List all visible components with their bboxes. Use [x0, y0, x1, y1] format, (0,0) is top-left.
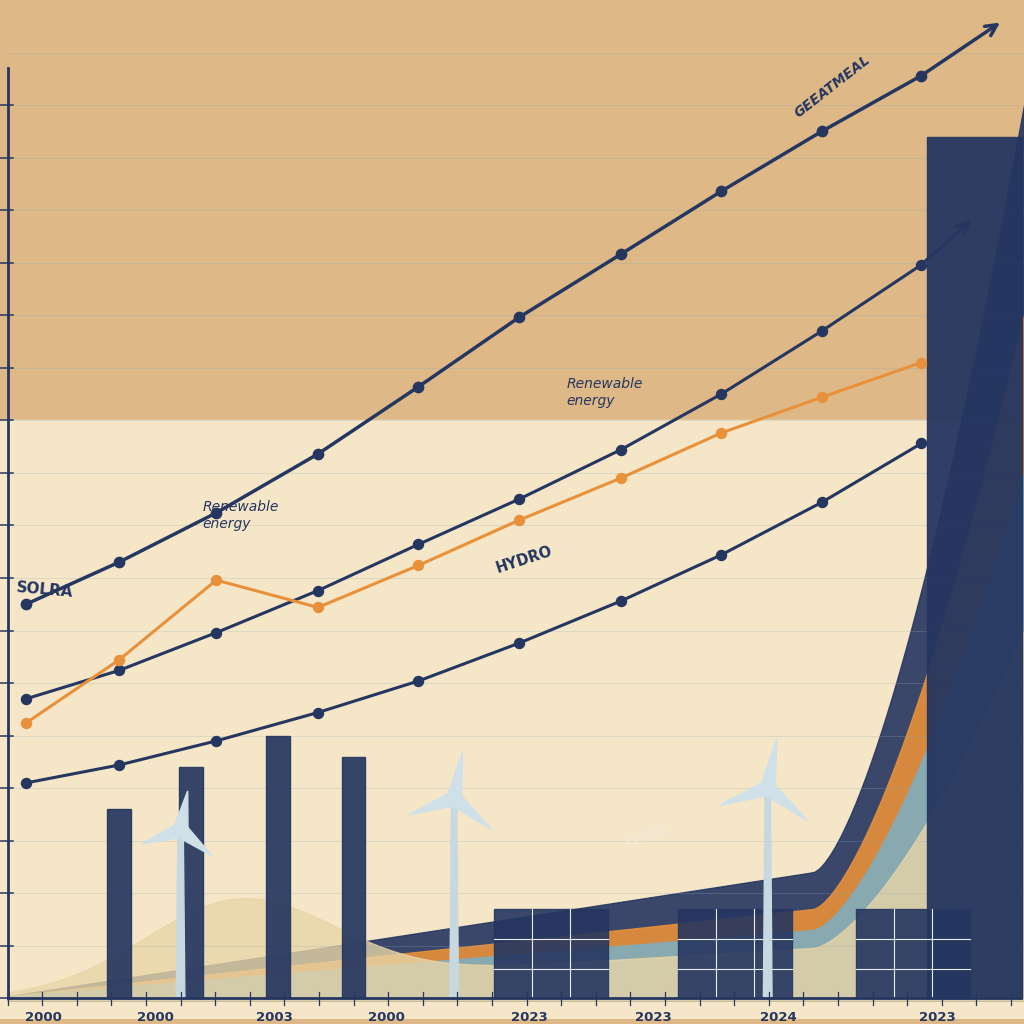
Point [913, 354, 930, 371]
Point [814, 389, 830, 406]
Bar [856, 909, 970, 998]
Bar [495, 909, 607, 998]
Text: HYDRO: HYDRO [495, 544, 555, 575]
Polygon shape [409, 792, 457, 815]
Point [612, 470, 629, 486]
Point [713, 386, 729, 402]
Text: 2023: 2023 [511, 1012, 548, 1024]
Point [411, 673, 427, 689]
Point [111, 757, 127, 773]
Point [913, 257, 930, 273]
Text: Renewable
energy: Renewable energy [566, 378, 643, 408]
Polygon shape [763, 782, 808, 820]
Point [111, 651, 127, 668]
Point [111, 554, 127, 570]
Text: SOLRA: SOLRA [15, 580, 74, 600]
Text: 2023: 2023 [635, 1012, 672, 1024]
Point [309, 599, 326, 615]
Bar [0, 0, 1024, 421]
Point [511, 512, 527, 528]
Circle shape [447, 793, 461, 805]
Point [17, 690, 34, 707]
Point [17, 775, 34, 792]
Text: 2003: 2003 [256, 1012, 293, 1024]
Point [612, 593, 629, 609]
Polygon shape [446, 752, 463, 800]
Polygon shape [760, 738, 777, 790]
Polygon shape [173, 791, 188, 831]
Polygon shape [719, 781, 770, 806]
Point [309, 705, 326, 721]
Text: 2023: 2023 [920, 1012, 955, 1024]
Text: HYRD: HYRD [624, 822, 670, 849]
Polygon shape [142, 823, 183, 844]
Bar [0, 421, 1024, 1019]
Point [713, 547, 729, 563]
Point [208, 733, 224, 750]
Text: GEEATMEAL: GEEATMEAL [792, 53, 872, 121]
Bar [927, 136, 1022, 998]
Point [411, 537, 427, 553]
Text: 2000: 2000 [368, 1012, 404, 1024]
Point [713, 425, 729, 441]
Point [309, 445, 326, 462]
Point [208, 505, 224, 521]
Bar [108, 809, 131, 998]
Bar [179, 767, 204, 998]
Point [309, 583, 326, 599]
Point [208, 572, 224, 589]
Point [913, 435, 930, 452]
Point [612, 246, 629, 262]
Circle shape [761, 782, 774, 795]
Point [612, 441, 629, 458]
Point [17, 596, 34, 612]
Bar [266, 735, 290, 998]
Point [814, 123, 830, 139]
Point [511, 635, 527, 651]
Text: 2024: 2024 [760, 1012, 797, 1024]
Polygon shape [450, 793, 492, 829]
Point [511, 309, 527, 326]
Point [111, 663, 127, 679]
Circle shape [174, 824, 187, 837]
Polygon shape [764, 788, 772, 998]
Bar [342, 757, 366, 998]
Text: 2000: 2000 [25, 1012, 61, 1024]
Text: 2000: 2000 [137, 1012, 174, 1024]
Point [17, 715, 34, 731]
Point [208, 625, 224, 641]
Point [511, 490, 527, 507]
Point [913, 68, 930, 84]
Polygon shape [176, 830, 185, 998]
Point [814, 495, 830, 511]
Polygon shape [176, 824, 212, 856]
Point [713, 183, 729, 200]
Point [411, 557, 427, 573]
Bar [678, 909, 792, 998]
Polygon shape [450, 799, 459, 998]
Point [411, 379, 427, 395]
Point [814, 323, 830, 339]
Text: Renewable
energy: Renewable energy [202, 501, 279, 530]
